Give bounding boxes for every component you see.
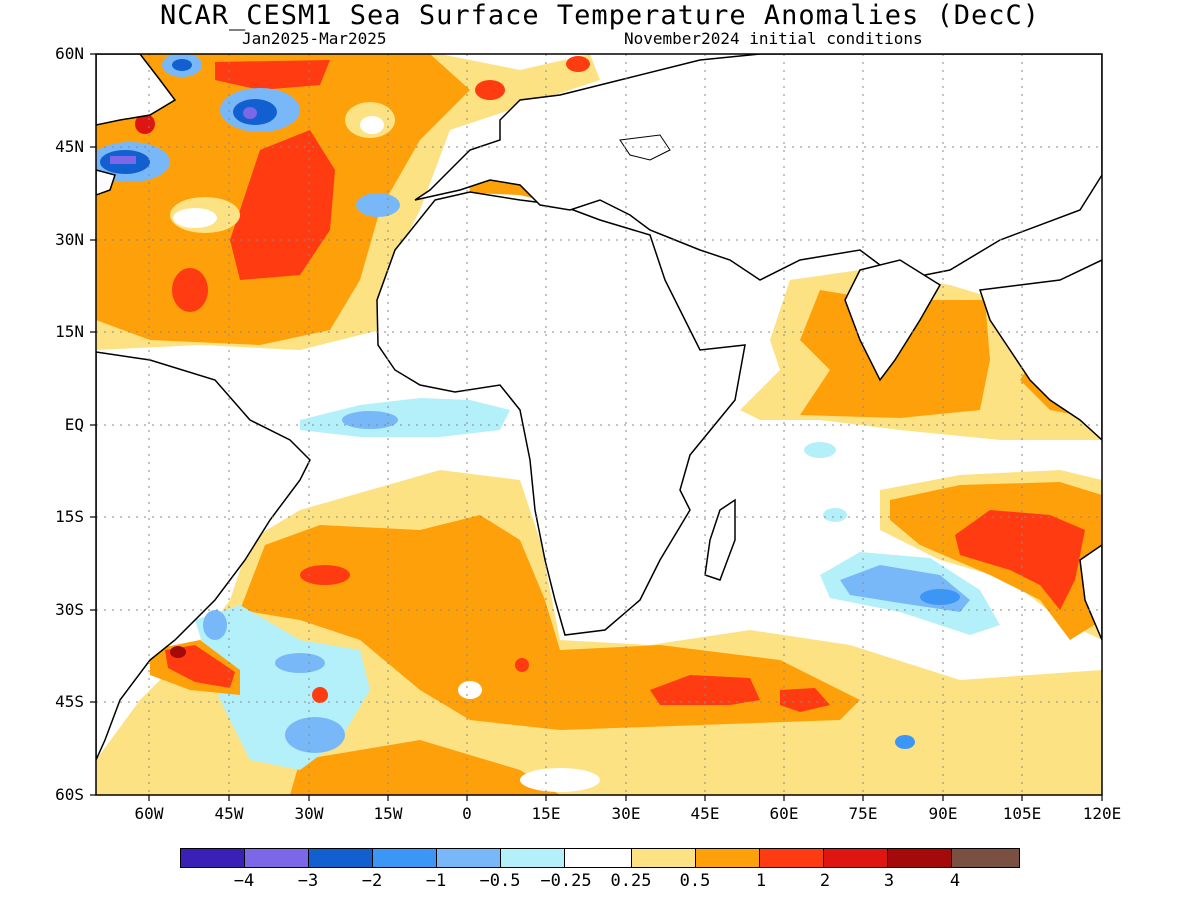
lon-label-105e: 105E xyxy=(1002,804,1042,823)
colorbar-cell xyxy=(951,848,1020,868)
lon-label-45w: 45W xyxy=(214,804,244,823)
colorbar-cell xyxy=(695,848,760,868)
map-title: NCAR_CESM1 Sea Surface Temperature Anoma… xyxy=(159,0,1041,31)
antarctic-edge xyxy=(619,134,671,161)
axis-ticks xyxy=(90,53,1103,801)
colorbar-label: −3 xyxy=(297,871,319,891)
colorbar-cell xyxy=(436,848,501,868)
colorbar-label: 1 xyxy=(755,871,767,891)
colorbar-cell xyxy=(759,848,824,868)
north-america-landmass xyxy=(96,54,177,126)
lat-label-30s: 30S xyxy=(55,600,84,619)
colorbar-label: −4 xyxy=(233,871,255,891)
europe-landmass xyxy=(414,54,1102,281)
colorbar-cell xyxy=(244,848,309,868)
lat-label-30n: 30N xyxy=(55,230,84,249)
hot-region-south-indian xyxy=(955,510,1085,610)
colorbar-label: 4 xyxy=(949,871,961,891)
lat-label-45s: 45S xyxy=(55,692,84,711)
colorbar-label: 0.5 xyxy=(679,871,711,891)
lat-label-15s: 15S xyxy=(55,507,84,526)
colorbar-label: −2 xyxy=(361,871,383,891)
africa-landmass xyxy=(376,191,746,636)
colorbar-label: 2 xyxy=(819,871,831,891)
australia-landmass xyxy=(1079,544,1102,641)
lon-label-60e: 60E xyxy=(769,804,799,823)
lon-label-60w: 60W xyxy=(134,804,164,823)
colorbar-label: −0.5 xyxy=(479,871,521,891)
colorbar-cell xyxy=(500,848,565,868)
colorbar-cell xyxy=(887,848,952,868)
lon-label-15e: 15E xyxy=(531,804,561,823)
colorbar-cell xyxy=(308,848,373,868)
lat-label-15n: 15N xyxy=(55,322,84,341)
southeast-asia-landmass xyxy=(978,259,1102,442)
colorbar-label: −1 xyxy=(425,871,447,891)
anomaly-shading xyxy=(96,54,1102,795)
lat-label-60s: 60S xyxy=(55,785,84,804)
lon-label-30e: 30E xyxy=(611,804,641,823)
lon-label-45e: 45E xyxy=(690,804,720,823)
lat-label-45n: 45N xyxy=(55,137,84,156)
colorbar-cell xyxy=(180,848,245,868)
colorbar-cell xyxy=(823,848,888,868)
colorbar-cell xyxy=(631,848,696,868)
lon-label-30w: 30W xyxy=(294,804,324,823)
lat-label-eq: EQ xyxy=(64,415,84,434)
hot-region-south-atlantic xyxy=(650,675,760,705)
lon-label-15w: 15W xyxy=(373,804,403,823)
colorbar-label: 3 xyxy=(883,871,895,891)
colorbar-cell xyxy=(372,848,437,868)
lat-label-60n: 60N xyxy=(55,44,84,63)
india-landmass xyxy=(844,259,942,382)
colorbar-label: −0.25 xyxy=(540,871,592,891)
lon-label-120e: 120E xyxy=(1082,804,1122,823)
lon-label-0: 0 xyxy=(462,804,472,823)
colorbar-cell xyxy=(564,848,632,868)
forecast-period: Jan2025-Mar2025 xyxy=(242,29,387,48)
graticule xyxy=(96,54,1102,795)
cool-region-equatorial-atlantic xyxy=(300,398,510,437)
lon-label-75e: 75E xyxy=(848,804,878,823)
madagascar xyxy=(704,498,736,581)
hot-region-north-atlantic-2 xyxy=(215,60,330,90)
lon-label-90e: 90E xyxy=(928,804,958,823)
initial-conditions: November2024 initial conditions xyxy=(624,29,923,48)
colorbar-label: 0.25 xyxy=(610,871,652,891)
